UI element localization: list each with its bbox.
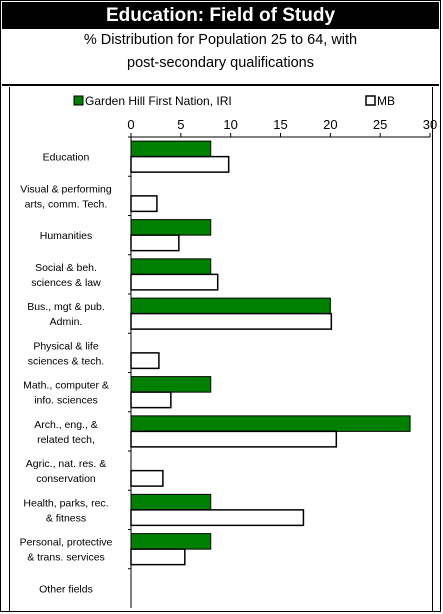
bar-series-2 — [130, 155, 230, 173]
category-label: Admin. — [50, 316, 83, 328]
category-label: Personal, protective — [20, 537, 113, 549]
category-label: & trans. services — [27, 552, 105, 564]
bar-series-1 — [130, 376, 212, 393]
bar-series-1 — [130, 219, 212, 236]
category-label: sciences & tech. — [28, 355, 104, 367]
category-label: Health, parks, rec. — [23, 497, 108, 509]
category-label: Physical & life — [33, 340, 99, 352]
bar-series-1 — [130, 258, 212, 275]
category-label: Bus., mgt & pub. — [27, 301, 105, 313]
legend-swatch-series-1 — [73, 95, 84, 106]
bar-series-1 — [130, 533, 212, 550]
chart-title: Education: Field of Study — [2, 2, 439, 29]
bar-series-2 — [130, 312, 333, 330]
bar-series-2 — [130, 234, 180, 252]
category-label: conservation — [36, 473, 96, 485]
category-label: Visual & performing — [20, 183, 112, 195]
x-tick-label: 20 — [323, 117, 337, 132]
chart-subtitle: % Distribution for Population 25 to 64, … — [2, 29, 439, 75]
legend-label-series-1: Garden Hill First Nation, IRI — [85, 94, 232, 108]
legend-swatch-series-2 — [365, 95, 376, 106]
bar-series-2 — [130, 195, 158, 213]
category-label: Education — [43, 152, 90, 164]
category-label: Social & beh. — [35, 262, 97, 274]
x-tick-label: 15 — [273, 117, 287, 132]
bar-series-2 — [130, 509, 305, 527]
category-label: Math., computer & — [23, 380, 109, 392]
bar-series-1 — [130, 493, 212, 511]
bar-series-2 — [130, 273, 219, 291]
bar-series-1 — [130, 297, 331, 315]
category-label: arts, comm. Tech. — [25, 198, 108, 210]
subtitle-line-1: % Distribution for Population 25 to 64, … — [83, 32, 358, 48]
x-tick-label: 5 — [177, 117, 184, 132]
x-tick-label: 30 — [423, 117, 437, 132]
x-tick-label: 25 — [373, 117, 387, 132]
category-label: sciences & law — [31, 277, 101, 289]
category-label: Arch., eng., & — [34, 419, 98, 431]
bar-series-2 — [130, 469, 164, 487]
subtitle-divider — [2, 84, 439, 86]
legend-label-series-2: MB — [377, 94, 395, 108]
plot-area — [9, 87, 433, 612]
bar-series-2 — [130, 352, 160, 370]
category-label: info. sciences — [34, 395, 98, 407]
bar-series-2 — [130, 548, 186, 566]
category-label: Other fields — [39, 583, 93, 595]
category-label: Humanities — [40, 230, 93, 242]
bar-series-2 — [130, 391, 172, 409]
subtitle-line-2: post-secondary qualifications — [127, 55, 314, 71]
category-label: & fitness — [46, 512, 86, 524]
bar-series-1 — [130, 415, 411, 432]
bar-series-1 — [130, 140, 212, 158]
x-tick-label: 0 — [127, 117, 134, 132]
category-label: related tech, — [37, 434, 95, 446]
bar-series-2 — [130, 430, 338, 448]
category-label: Agric., nat. res. & — [26, 458, 107, 470]
x-tick-label: 10 — [223, 117, 237, 132]
